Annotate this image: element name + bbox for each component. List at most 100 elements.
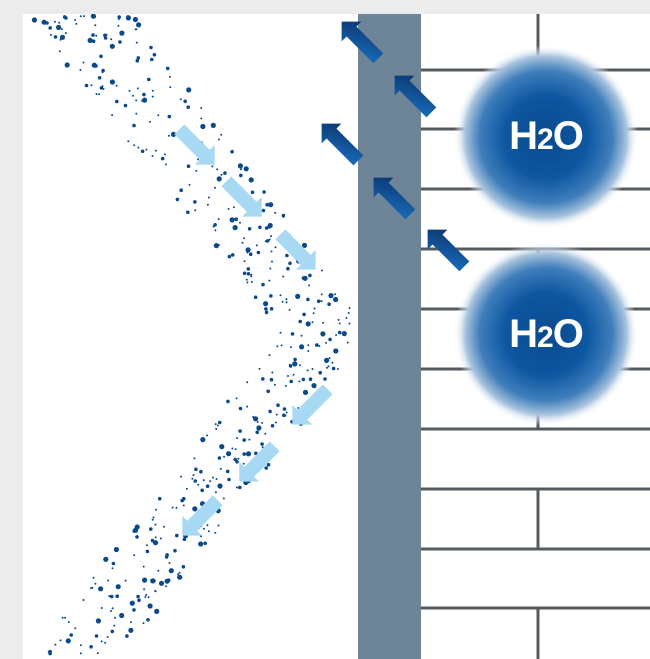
- vapor-particle: [95, 618, 101, 624]
- vapor-particle: [186, 210, 190, 215]
- vapor-particle: [338, 322, 341, 325]
- vapor-particle: [92, 576, 95, 579]
- vapor-particle: [311, 368, 314, 370]
- vapor-particle: [167, 114, 172, 119]
- vapor-particle: [320, 269, 323, 272]
- vapor-particle: [215, 478, 218, 480]
- vapor-particle: [180, 475, 182, 478]
- vapor-particle: [281, 300, 284, 303]
- vapor-particle: [217, 218, 220, 221]
- vapor-particle: [232, 225, 238, 231]
- vapor-particle: [130, 621, 132, 624]
- vapor-particle: [290, 332, 295, 336]
- vapor-particle: [262, 190, 266, 194]
- vapor-particle: [202, 479, 205, 482]
- vapor-particle: [95, 93, 98, 95]
- vapor-particle: [220, 133, 223, 136]
- vapor-particle: [170, 131, 177, 137]
- vapor-particle: [171, 506, 174, 509]
- water-molecule-bottom-glow: [454, 242, 638, 426]
- vapor-particle: [210, 122, 216, 128]
- vapor-particle: [226, 451, 232, 457]
- vapor-particle: [341, 331, 347, 337]
- vapor-particle: [298, 380, 301, 383]
- vapor-particle: [45, 21, 49, 25]
- vapor-particle: [258, 367, 261, 370]
- vapor-particle: [238, 485, 242, 490]
- arrow-up-left-icon: [373, 177, 416, 220]
- vapor-particle: [306, 369, 309, 372]
- vapor-particle: [211, 165, 214, 168]
- vapor-particle: [264, 466, 269, 470]
- vapor-particle: [157, 114, 160, 117]
- vapor-particle: [255, 430, 259, 435]
- vapor-particle: [327, 302, 331, 307]
- vapor-particle: [99, 54, 103, 59]
- vapor-particle: [237, 163, 243, 169]
- vapor-particle: [107, 579, 110, 582]
- vapor-particle: [165, 553, 169, 557]
- vapor-particle: [56, 24, 62, 30]
- vapor-particle: [74, 627, 77, 630]
- vapor-particle: [186, 105, 190, 109]
- vapor-particle: [168, 75, 171, 78]
- vapor-particle: [113, 546, 119, 553]
- vapor-particle: [235, 397, 238, 400]
- vapor-particle: [59, 34, 66, 40]
- vapor-particle: [145, 594, 148, 596]
- vapor-particle: [214, 423, 217, 426]
- vapor-particle: [136, 22, 142, 28]
- vapor-particle: [248, 177, 254, 183]
- vapor-particle: [271, 371, 274, 374]
- vapor-particle: [320, 293, 323, 296]
- vapor-particle: [218, 178, 221, 181]
- vapor-particle: [101, 71, 104, 74]
- vapor-particle: [154, 590, 157, 592]
- vapor-particle: [140, 149, 145, 154]
- vapor-particle: [103, 36, 108, 40]
- vapor-particle: [322, 321, 325, 324]
- vapor-particle: [271, 260, 273, 263]
- vapor-particle: [197, 483, 200, 486]
- vapor-particle: [266, 389, 271, 394]
- vapor-particle: [288, 261, 292, 266]
- vapor-particle: [212, 225, 215, 228]
- vapor-particle: [142, 92, 146, 97]
- vapor-particle: [179, 188, 183, 192]
- vapor-particle: [127, 140, 130, 143]
- vapor-particle: [243, 260, 246, 263]
- vapor-particle: [59, 639, 62, 642]
- vapor-particle: [105, 33, 108, 36]
- vapor-particle: [214, 531, 217, 534]
- vapor-particle: [168, 562, 171, 564]
- vapor-particle: [195, 169, 198, 172]
- vapor-particle: [106, 636, 109, 638]
- vapor-particle: [284, 414, 287, 417]
- vapor-particle: [242, 462, 245, 465]
- vapor-particle: [243, 166, 249, 172]
- vapor-particle: [213, 243, 219, 249]
- vapor-particle: [225, 469, 230, 474]
- vapor-particle: [58, 21, 61, 24]
- vapor-particle: [90, 14, 96, 19]
- vapor-particle: [165, 163, 167, 166]
- vapor-particle: [200, 437, 206, 443]
- vapor-particle: [302, 312, 306, 317]
- vapor-particle: [95, 34, 98, 37]
- vapor-particle: [308, 377, 313, 382]
- vapor-particle: [246, 381, 249, 384]
- vapor-particle: [143, 588, 146, 591]
- vapor-particle: [226, 399, 230, 404]
- vapor-particle: [118, 40, 122, 44]
- vapor-particle: [345, 317, 348, 319]
- incoming-arrows: [174, 124, 333, 536]
- vapor-particle: [94, 24, 97, 27]
- vapor-particle: [152, 540, 159, 546]
- vapor-particle: [325, 341, 327, 344]
- vapor-particle: [205, 484, 210, 489]
- vapor-particle: [182, 504, 185, 507]
- vapor-particle: [96, 652, 99, 655]
- vapor-particle: [157, 496, 162, 501]
- vapor-particle: [132, 123, 136, 128]
- vapor-particle: [245, 278, 248, 281]
